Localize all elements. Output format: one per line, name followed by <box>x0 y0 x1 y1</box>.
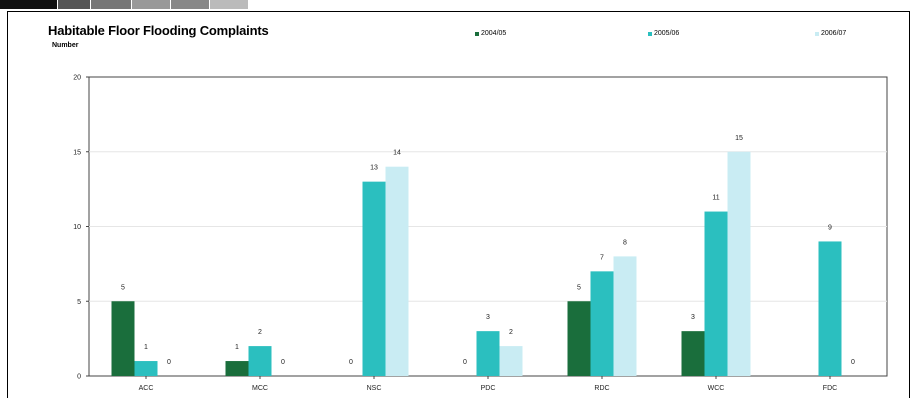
data-label: 0 <box>851 359 855 366</box>
bar <box>681 331 705 376</box>
bar <box>111 301 135 376</box>
tab-segment <box>171 0 210 9</box>
legend-swatch <box>648 31 652 36</box>
data-label: 11 <box>712 195 719 202</box>
legend-label: 2004/05 <box>481 30 507 37</box>
bar <box>590 271 614 376</box>
bar <box>248 346 272 376</box>
data-label: 3 <box>691 314 695 321</box>
bar <box>727 151 751 376</box>
bar <box>362 181 386 376</box>
data-label: 0 <box>349 359 353 366</box>
data-label: 5 <box>121 284 125 291</box>
y-tick-label: 20 <box>73 75 81 82</box>
data-label: 2 <box>509 329 513 336</box>
x-tick-label: FDC <box>823 385 837 392</box>
data-label: 9 <box>828 224 832 231</box>
bar <box>499 346 523 376</box>
bar <box>134 361 158 376</box>
tab-segment <box>132 0 171 9</box>
chart-frame <box>7 11 910 398</box>
data-label: 0 <box>167 359 171 366</box>
x-tick-label: ACC <box>139 385 154 392</box>
tab-segment <box>58 0 91 9</box>
data-label: 15 <box>735 135 743 142</box>
data-label: 0 <box>281 359 285 366</box>
x-tick-label: RDC <box>594 385 609 392</box>
bar <box>613 256 637 376</box>
bar <box>818 241 842 376</box>
x-tick-label: NSC <box>367 385 382 392</box>
data-label: 2 <box>258 329 262 336</box>
legend-item-2005-06: 2005/06 <box>648 30 679 37</box>
tab-segment <box>91 0 132 9</box>
bar <box>476 331 500 376</box>
x-tick-label: MCC <box>252 385 268 392</box>
data-label: 5 <box>577 284 581 291</box>
data-label: 8 <box>623 239 627 246</box>
y-tick-label: 0 <box>77 374 81 381</box>
data-label: 14 <box>393 150 401 157</box>
y-tick-label: 10 <box>73 224 81 231</box>
y-axis-label: Number <box>52 42 79 49</box>
legend-label: 2005/06 <box>654 30 680 37</box>
data-label: 13 <box>370 165 378 172</box>
bar <box>567 301 591 376</box>
tab-segment <box>210 0 249 9</box>
data-label: 1 <box>235 344 239 351</box>
chart-title: Habitable Floor Flooding Complaints <box>48 23 269 38</box>
x-tick-label: PDC <box>481 385 496 392</box>
legend-label: 2006/07 <box>821 30 847 37</box>
y-tick-label: 15 <box>73 149 81 156</box>
data-label: 0 <box>463 359 467 366</box>
y-tick-label: 5 <box>77 299 81 306</box>
tab-strip <box>0 0 249 12</box>
legend-item-2004-05: 2004/05 <box>475 30 506 37</box>
legend-swatch <box>815 31 819 36</box>
bar <box>385 166 409 376</box>
tab-segment <box>0 0 58 9</box>
bar <box>225 361 249 376</box>
legend-item-2006-07: 2006/07 <box>815 30 846 37</box>
legend-swatch <box>475 31 479 36</box>
data-label: 3 <box>486 314 490 321</box>
data-label: 1 <box>144 344 148 351</box>
data-label: 7 <box>600 254 604 261</box>
x-tick-label: WCC <box>708 385 725 392</box>
bar <box>704 211 728 376</box>
